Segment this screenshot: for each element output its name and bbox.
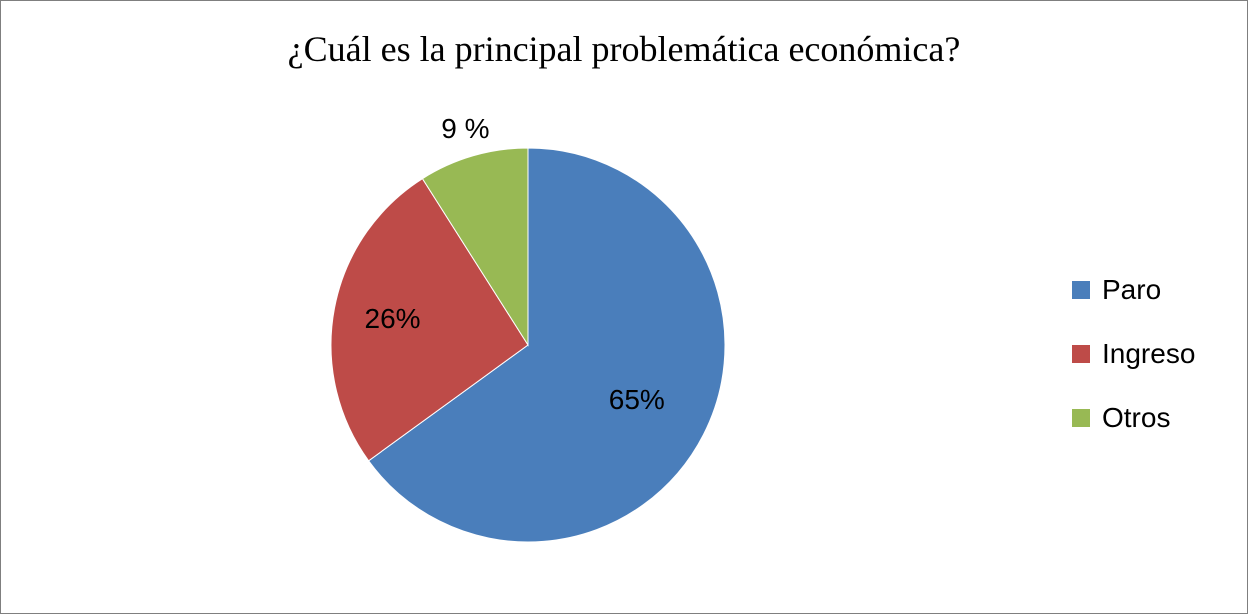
pie-slice-otros bbox=[421, 147, 529, 347]
legend-swatch bbox=[1072, 281, 1090, 299]
legend-item-ingreso: Ingreso bbox=[1072, 322, 1195, 386]
pie-slice-ingreso bbox=[330, 177, 529, 462]
legend-label: Ingreso bbox=[1102, 338, 1196, 369]
legend-item-otros: Otros bbox=[1072, 386, 1195, 450]
data-label-otros: 9 % bbox=[441, 113, 490, 145]
chart-title: ¿Cuál es la principal problemática econó… bbox=[287, 29, 961, 69]
legend-label: Paro bbox=[1102, 274, 1162, 305]
legend-label: Otros bbox=[1102, 402, 1171, 433]
pie-slice-paro bbox=[367, 147, 726, 543]
data-label-ingreso: 26% bbox=[364, 303, 421, 335]
legend: Paro Ingreso Otros bbox=[1072, 258, 1195, 450]
legend-item-paro: Paro bbox=[1072, 258, 1195, 322]
data-label-paro: 65% bbox=[608, 384, 665, 416]
legend-swatch bbox=[1072, 409, 1090, 427]
legend-swatch bbox=[1072, 345, 1090, 363]
